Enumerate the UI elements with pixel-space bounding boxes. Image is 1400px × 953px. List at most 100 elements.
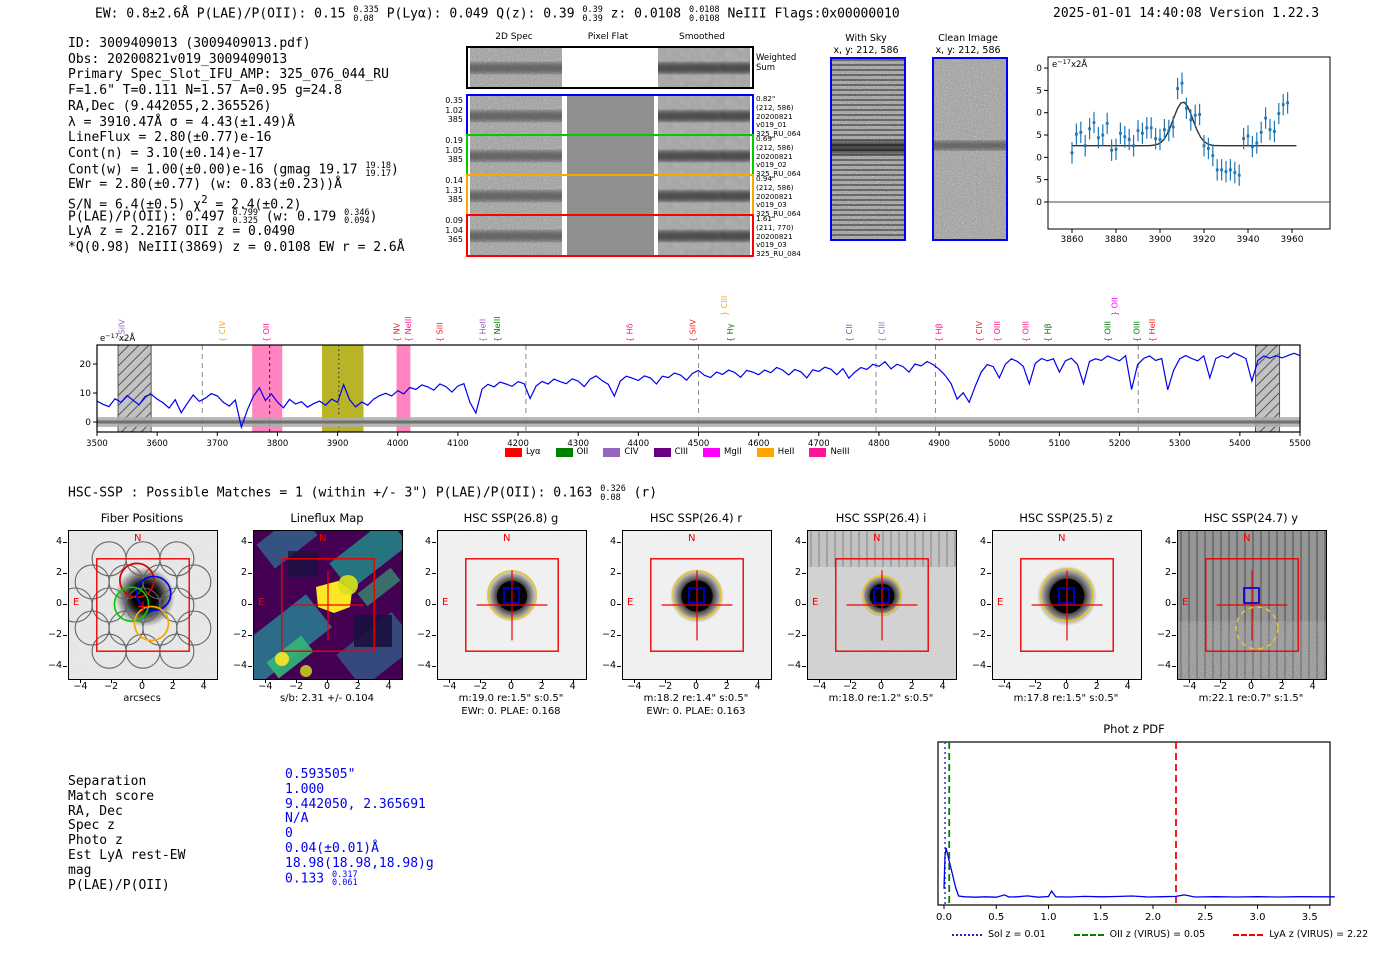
spec2d-image	[567, 96, 654, 135]
extraction-box	[650, 558, 744, 652]
stacked-fraction: 0.335 0.08	[353, 6, 379, 23]
emission-line-label: { OIII	[1104, 321, 1113, 342]
emission-line-label: { HeII	[479, 319, 488, 342]
legend-item: CIV	[603, 447, 639, 457]
spec2d-image	[567, 176, 654, 215]
noise-image	[658, 96, 750, 135]
spec2d-image	[470, 48, 562, 87]
xtick-label: −2	[473, 681, 488, 692]
spec2d-image	[658, 48, 750, 87]
data-point	[1211, 154, 1215, 157]
xtick-label: −2	[658, 681, 673, 692]
ytick-mark	[987, 604, 991, 605]
spec2d-row-left-labels: 0.35 1.02 385	[440, 96, 463, 125]
spec2d-image	[470, 216, 562, 255]
left-label: 365	[447, 235, 463, 244]
data-point	[1088, 127, 1091, 131]
legend-label: MgII	[724, 447, 742, 457]
stacked-lower: 0.39	[582, 13, 603, 24]
cutout-svg	[623, 531, 771, 679]
data-point	[1251, 145, 1254, 149]
ytick-mark	[617, 634, 621, 636]
ytick-mark	[987, 542, 991, 544]
xtick-mark	[572, 679, 574, 683]
bright-blob	[300, 665, 312, 677]
ytick-mark	[248, 604, 252, 605]
cutout-caption: m:18.2 re:1.4" s:0.5"	[643, 693, 749, 704]
data-point	[1167, 129, 1171, 132]
text-segment: z: 0.0108	[602, 6, 689, 22]
xtick-label: 3900	[327, 439, 349, 447]
xtick-label: 5200	[1109, 439, 1131, 447]
ytick-mark	[802, 665, 806, 667]
ytick-label: 0	[424, 598, 431, 609]
ytick-label: 5.0	[1035, 153, 1042, 163]
data-point	[1242, 137, 1245, 140]
ytick-label: 4	[240, 536, 247, 548]
ytick-label: −4	[601, 659, 616, 671]
ytick-label: 0	[1164, 598, 1171, 609]
xtick-label: 0	[138, 681, 146, 692]
data-point	[1180, 81, 1184, 85]
ytick-label: 12.5	[1035, 86, 1042, 96]
xtick-mark	[1035, 679, 1037, 683]
data-point	[1277, 112, 1281, 115]
ytick-label: −2	[1156, 628, 1171, 640]
xtick-label: 4400	[628, 439, 650, 447]
ytick-label: 20	[80, 360, 92, 370]
xtick-label: 3.5	[1302, 912, 1318, 923]
xtick-label: 5300	[1169, 439, 1191, 447]
right-label: 325_RU_064	[756, 169, 801, 179]
data-point	[1163, 128, 1166, 132]
legend-item: NeIII	[809, 447, 850, 457]
text-segment: (r)	[625, 485, 658, 501]
ytick-label: −2	[971, 628, 986, 640]
left-label: 0.09	[445, 216, 463, 225]
text-segment: *Q(0.98) NeIII(3869) z = 0.0108 EW r = 2…	[68, 240, 405, 256]
data-point	[1141, 131, 1144, 135]
cutout-svg	[254, 531, 402, 679]
legend-swatch	[756, 447, 774, 457]
ytick-label: −4	[1156, 659, 1171, 671]
ytick-label: 0	[85, 418, 91, 428]
xtick-label: −4	[812, 681, 827, 692]
stacked-lower: 0.0108	[688, 13, 720, 24]
detection-info-line: LineFlux = 2.80(±0.77)e-16	[68, 130, 272, 145]
north-label: N	[688, 533, 696, 544]
legend-swatch	[653, 447, 671, 457]
ytick-mark	[63, 573, 67, 575]
left-label: 0.14	[445, 176, 463, 185]
data-point	[1224, 170, 1228, 174]
left-label: 0.35	[445, 96, 463, 105]
xtick-label: 0	[507, 681, 515, 692]
xtick-label: 4	[1309, 681, 1316, 692]
xtick-label: 0.0	[936, 912, 952, 923]
ytick-label: 4	[424, 536, 431, 548]
fiber-circle	[176, 610, 212, 646]
match-table-value: 9.442050, 2.365691	[285, 797, 426, 812]
cutout-svg	[438, 531, 586, 679]
ytick-label: 0.0	[1035, 198, 1042, 208]
xtick-label: −4	[997, 681, 1012, 692]
data-point	[1132, 144, 1135, 148]
ytick-label: 0	[240, 598, 247, 609]
legend-label: CIV	[624, 447, 639, 457]
photz-legend-item: Sol z = 0.01	[952, 929, 1046, 940]
text-segment: 18.98(18.98,18.98)g	[285, 855, 434, 871]
full-spectrum-plot: 0 10 20 3500 3600 3700 3800 3900 4000 4100 4200 430…	[60, 275, 1350, 447]
xtick-label: 4700	[808, 439, 830, 447]
line-fit-svg: 0.0 2.5 5.0 7.5 10.0 12.5 15.0 3860 3880 3900 3920…	[1035, 56, 1331, 242]
catalog-position-square	[688, 587, 705, 604]
spec2d-image	[567, 136, 654, 175]
xtick-mark	[357, 679, 359, 683]
selected-fiber-circle	[133, 605, 170, 642]
xtick-label: 0	[1062, 681, 1070, 692]
catalog-position-square	[1243, 587, 1260, 604]
ytick-mark	[248, 665, 252, 667]
cutout-image-lineflux	[253, 530, 403, 680]
north-label: N	[503, 533, 511, 544]
ytick-label: −2	[47, 628, 62, 640]
detection-info-line: F=1.6" T=0.111 N=1.57 A=0.95 g=24.8	[68, 83, 342, 98]
north-label: N	[1243, 533, 1251, 544]
north-label: N	[134, 533, 142, 544]
